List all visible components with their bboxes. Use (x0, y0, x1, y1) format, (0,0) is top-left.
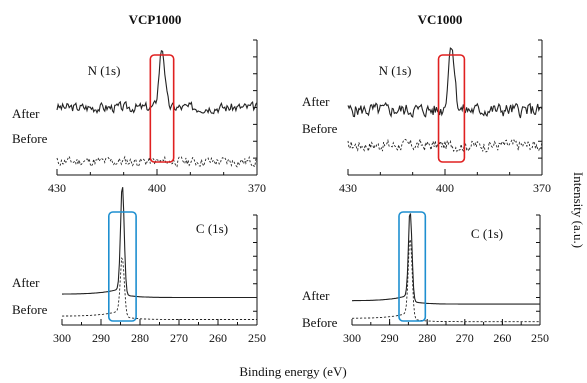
before-series-line (347, 137, 543, 153)
panel-vcp1000-c1s: 300 290 280 270 260 250 C (1s) After Before (12, 187, 266, 345)
x-tick-label: 260 (209, 331, 227, 345)
x-tick-label: 400 (148, 181, 166, 195)
x-tick-label: 370 (533, 181, 551, 195)
before-series-line (352, 239, 540, 323)
x-tick-label: 270 (456, 331, 474, 345)
x-tick-label: 300 (343, 331, 361, 345)
highlight-box (108, 211, 137, 322)
before-series-label: Before (12, 131, 48, 146)
after-series-line (352, 213, 540, 305)
x-tick-label: 400 (436, 181, 454, 195)
panel-title: N (1s) (88, 63, 121, 78)
after-series-label: After (302, 288, 330, 303)
after-series-label: After (302, 94, 330, 109)
column-title-vc1000: VC1000 (418, 12, 463, 27)
before-series-label: Before (302, 121, 338, 136)
after-series-label: After (12, 275, 40, 290)
panel-title: N (1s) (379, 63, 412, 78)
before-series-label: Before (302, 315, 338, 330)
panel-title: C (1s) (196, 221, 228, 236)
after-series-label: After (12, 106, 40, 121)
y-axis-title: Intensity (a.u.) (571, 172, 586, 248)
x-tick-label: 270 (170, 331, 188, 345)
x-tick-label: 430 (48, 181, 66, 195)
x-tick-label: 250 (531, 331, 549, 345)
before-series-line (56, 155, 258, 168)
x-tick-label: 290 (381, 331, 399, 345)
highlight-box (149, 54, 175, 163)
x-tick-label: 430 (339, 181, 357, 195)
column-title-vcp1000: VCP1000 (129, 12, 182, 27)
before-series-line (62, 257, 257, 320)
panel-title: C (1s) (471, 226, 503, 241)
before-series-label: Before (12, 302, 48, 317)
x-tick-label: 300 (53, 331, 71, 345)
x-tick-label: 260 (493, 331, 511, 345)
after-series-line (347, 47, 543, 119)
panel-vc1000-c1s: 300 290 280 270 260 250 C (1s) After Before (302, 211, 549, 345)
x-tick-label: 280 (131, 331, 149, 345)
panel-vc1000-n1s: 430 400 370 N (1s) After Before (302, 39, 551, 195)
x-tick-label: 290 (92, 331, 110, 345)
highlight-box (437, 54, 466, 163)
after-series-line (56, 49, 258, 115)
x-tick-label: 280 (418, 331, 436, 345)
x-tick-label: 250 (248, 331, 266, 345)
panel-vcp1000-n1s: 430 400 370 N (1s) After Before (12, 39, 266, 195)
x-tick-label: 370 (248, 181, 266, 195)
after-series-line (62, 187, 257, 299)
highlight-box (398, 211, 427, 322)
x-axis-title: Binding energy (eV) (239, 364, 346, 379)
